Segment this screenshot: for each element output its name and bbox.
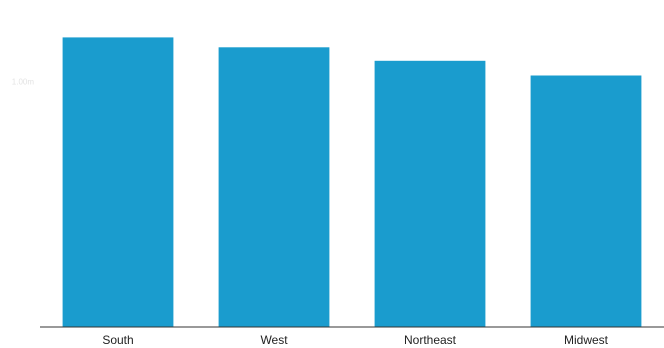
- bar-west: [218, 47, 330, 328]
- bars: [62, 37, 642, 328]
- x-axis-labels: South West Northeast Midwest: [102, 333, 608, 347]
- bar-northeast: [374, 60, 486, 328]
- bar-south: [62, 37, 174, 328]
- bar-midwest: [530, 75, 642, 327]
- x-tick-label-northeast: Northeast: [404, 333, 457, 347]
- y-axis-ticks: 1.00m: [12, 78, 35, 87]
- x-tick-label-west: West: [260, 333, 288, 347]
- x-tick-label-south: South: [102, 333, 133, 347]
- x-tick-label-midwest: Midwest: [564, 333, 609, 347]
- y-tick-label: 1.00m: [12, 78, 35, 87]
